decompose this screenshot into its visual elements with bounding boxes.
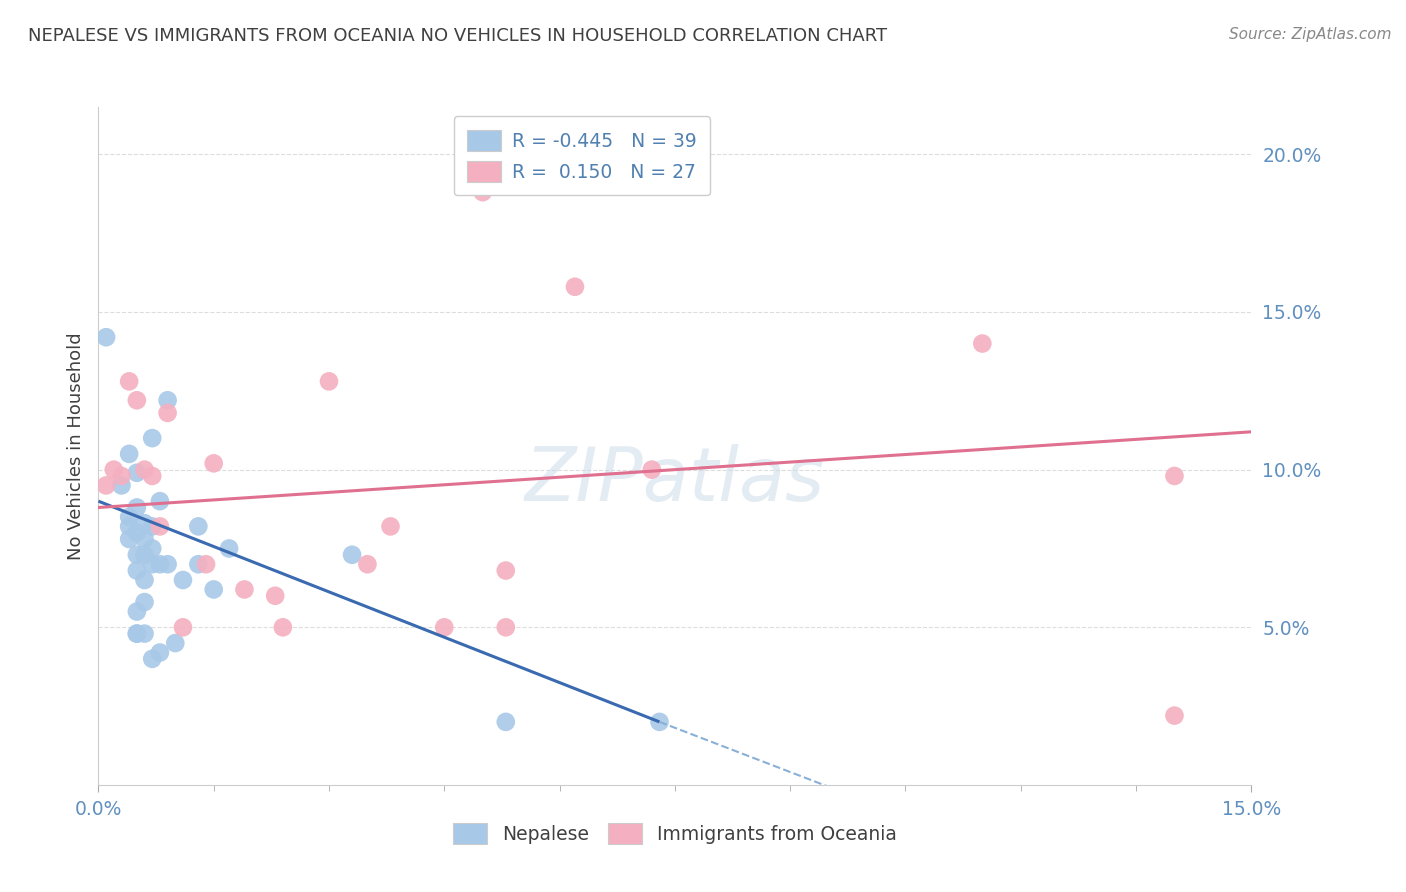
Point — [118, 375, 141, 389]
Point — [156, 406, 179, 420]
Point — [141, 519, 163, 533]
Point — [125, 626, 148, 640]
Point — [125, 548, 148, 562]
Point — [433, 620, 456, 634]
Text: NEPALESE VS IMMIGRANTS FROM OCEANIA NO VEHICLES IN HOUSEHOLD CORRELATION CHART: NEPALESE VS IMMIGRANTS FROM OCEANIA NO V… — [28, 27, 887, 45]
Point — [118, 510, 141, 524]
Point — [149, 558, 172, 572]
Point — [172, 573, 194, 587]
Point — [264, 589, 287, 603]
Point — [141, 431, 163, 445]
Point — [110, 478, 132, 492]
Point — [125, 564, 148, 578]
Point — [233, 582, 256, 597]
Point — [172, 620, 194, 634]
Point — [94, 330, 117, 344]
Point — [118, 532, 141, 546]
Point — [125, 466, 148, 480]
Text: ZIPatlas: ZIPatlas — [524, 444, 825, 516]
Point — [110, 469, 132, 483]
Point — [318, 375, 340, 389]
Point — [134, 595, 156, 609]
Point — [165, 636, 187, 650]
Point — [195, 558, 218, 572]
Point — [141, 558, 163, 572]
Point — [187, 558, 209, 572]
Point — [125, 525, 148, 540]
Point — [141, 469, 163, 483]
Point — [125, 605, 148, 619]
Point — [495, 564, 517, 578]
Point — [134, 532, 156, 546]
Point — [149, 519, 172, 533]
Point — [103, 463, 125, 477]
Point — [564, 279, 586, 293]
Legend: Nepalese, Immigrants from Oceania: Nepalese, Immigrants from Oceania — [444, 814, 905, 854]
Point — [134, 573, 156, 587]
Point — [495, 714, 517, 729]
Point — [94, 478, 117, 492]
Point — [149, 494, 172, 508]
Text: Source: ZipAtlas.com: Source: ZipAtlas.com — [1229, 27, 1392, 42]
Point — [125, 393, 148, 408]
Point — [187, 519, 209, 533]
Point — [271, 620, 294, 634]
Point — [134, 626, 156, 640]
Point — [202, 456, 225, 470]
Point — [648, 714, 671, 729]
Point — [641, 463, 664, 477]
Point — [134, 516, 156, 531]
Point — [118, 447, 141, 461]
Point — [118, 519, 141, 533]
Point — [156, 393, 179, 408]
Y-axis label: No Vehicles in Household: No Vehicles in Household — [66, 332, 84, 560]
Point — [495, 620, 517, 634]
Point — [141, 541, 163, 556]
Point — [1163, 708, 1185, 723]
Point — [125, 500, 148, 515]
Point — [972, 336, 994, 351]
Point — [218, 541, 240, 556]
Point — [356, 558, 378, 572]
Point — [202, 582, 225, 597]
Point — [134, 548, 156, 562]
Point — [471, 185, 494, 199]
Point — [149, 646, 172, 660]
Point — [134, 463, 156, 477]
Point — [380, 519, 402, 533]
Point — [1163, 469, 1185, 483]
Point — [141, 652, 163, 666]
Point — [125, 626, 148, 640]
Point — [340, 548, 363, 562]
Point — [156, 558, 179, 572]
